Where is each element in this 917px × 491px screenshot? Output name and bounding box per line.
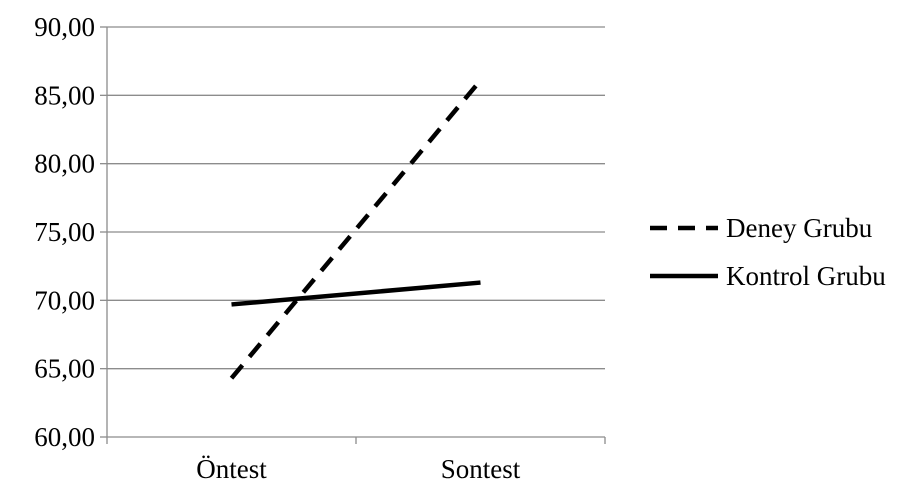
legend: Deney Grubu Kontrol Grubu xyxy=(650,213,886,291)
x-tick-label: Sontest xyxy=(441,454,521,484)
legend-label: Kontrol Grubu xyxy=(726,261,886,291)
y-tick-label: 60,00 xyxy=(34,422,95,452)
y-axis-ticks: 60,00 65,00 70,00 75,00 80,00 85,00 90,00 xyxy=(34,12,107,452)
x-axis-ticks: Öntest Sontest xyxy=(106,437,606,484)
series-lines xyxy=(229,78,483,380)
y-tick-label: 70,00 xyxy=(34,285,95,315)
y-tick-label: 80,00 xyxy=(34,149,95,179)
series-line-deney-grubu xyxy=(229,78,483,380)
y-tick-label: 75,00 xyxy=(34,217,95,247)
y-tick-label: 65,00 xyxy=(34,354,95,384)
y-tick-label: 85,00 xyxy=(34,80,95,110)
y-tick-label: 90,00 xyxy=(34,12,95,42)
x-tick-label: Öntest xyxy=(196,454,267,484)
gridlines xyxy=(107,26,605,370)
legend-label: Deney Grubu xyxy=(726,213,873,243)
series-line-kontrol-grubu xyxy=(231,280,481,307)
